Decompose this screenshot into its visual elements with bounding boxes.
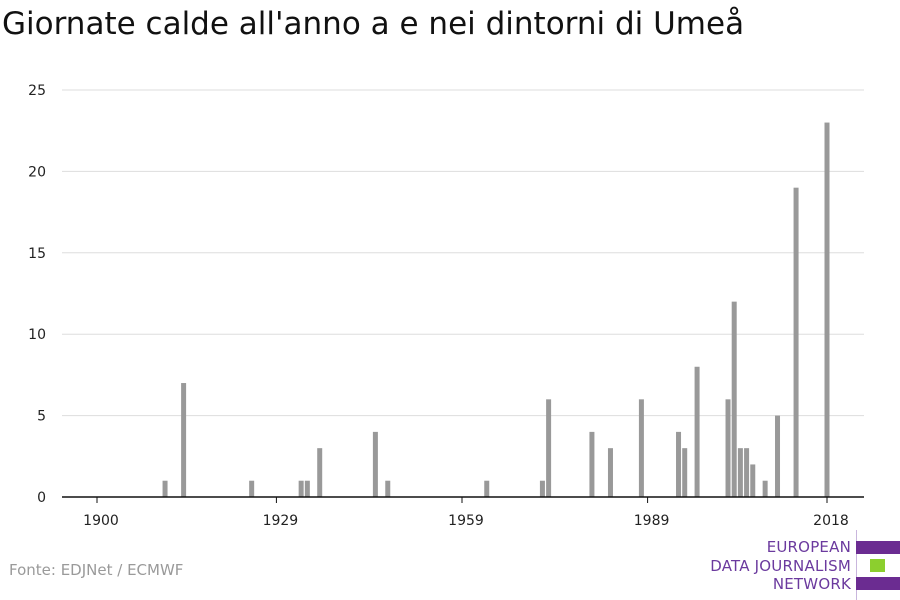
bar (249, 480, 255, 497)
y-tick-label: 0 (37, 490, 46, 506)
logo-text-european: EUROPEAN (766, 538, 851, 556)
bar (731, 301, 737, 497)
bar (372, 431, 378, 497)
bar (162, 480, 168, 497)
y-tick-label: 10 (28, 327, 46, 343)
bar (762, 480, 768, 497)
x-tick-label: 1959 (448, 513, 484, 529)
bar (682, 448, 688, 497)
x-tick-label: 1929 (263, 513, 299, 529)
bar (607, 448, 613, 497)
x-axis-ticks: 1900 1929 1959 1989 2018 (83, 497, 849, 529)
bar (775, 415, 781, 497)
logo-bar-purple-bottom (856, 577, 900, 590)
logo-text-data-journalism: DATA JOURNALISM (710, 557, 851, 575)
bar (744, 448, 750, 497)
bar (824, 122, 830, 497)
logo-bar-green (870, 559, 885, 572)
bar (484, 480, 490, 497)
x-tick-label: 1900 (83, 513, 119, 529)
bar (304, 480, 310, 497)
gridlines (62, 89, 864, 417)
bar (385, 480, 391, 497)
x-tick-label: 1989 (634, 513, 670, 529)
chart-title: Giornate calde all'anno a e nei dintorni… (2, 6, 745, 42)
bar (694, 366, 700, 497)
bar (589, 431, 595, 497)
bar (298, 480, 304, 497)
edjnet-logo: EUROPEAN DATA JOURNALISM NETWORK (700, 530, 900, 600)
bar (181, 383, 187, 497)
y-axis-ticks: 0 5 10 15 20 25 (28, 83, 46, 506)
bar (546, 399, 552, 497)
bar (638, 399, 644, 497)
bar (539, 480, 545, 497)
bar (317, 448, 323, 497)
y-tick-label: 25 (28, 83, 46, 99)
logo-text-network: NETWORK (772, 575, 851, 593)
bar (725, 399, 731, 497)
y-tick-label: 15 (28, 246, 46, 262)
y-tick-label: 5 (37, 409, 46, 425)
x-tick-label: 2018 (813, 513, 849, 529)
y-tick-label: 20 (28, 164, 46, 180)
logo-bar-purple-top (856, 541, 900, 554)
bar (793, 187, 799, 497)
bar (737, 448, 743, 497)
bar (750, 464, 756, 497)
bar (676, 431, 682, 497)
logo-divider (856, 530, 857, 600)
source-note: Fonte: EDJNet / ECMWF (9, 561, 184, 579)
bars (162, 122, 830, 497)
